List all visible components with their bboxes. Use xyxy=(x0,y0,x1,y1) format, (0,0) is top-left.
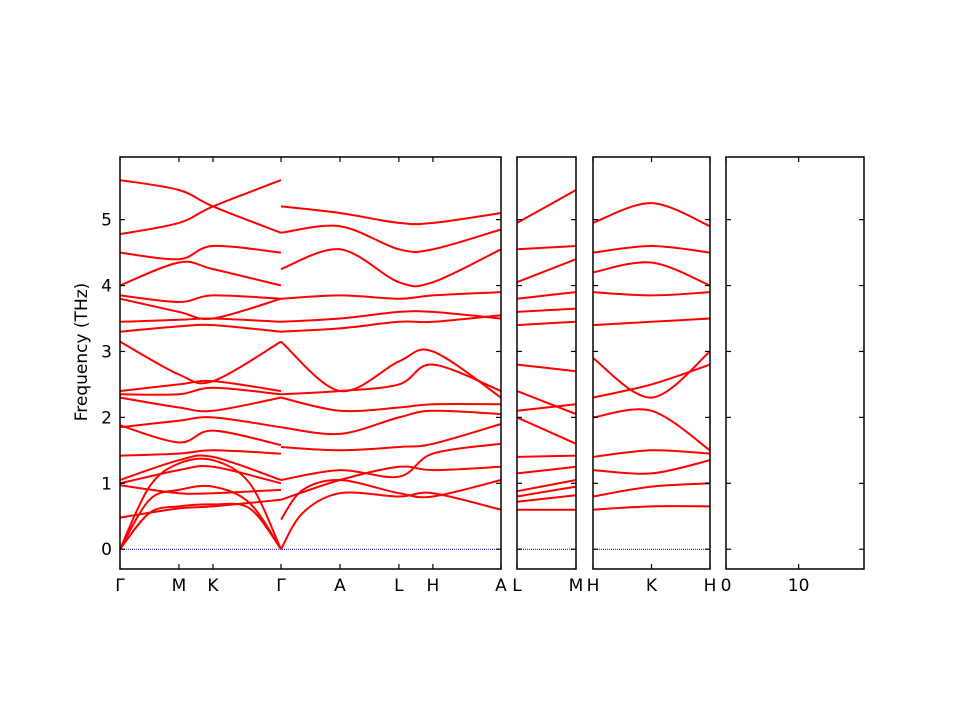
y-tick-label: 2 xyxy=(101,408,112,428)
x-tick-label: A xyxy=(495,576,507,596)
band-line-1-7 xyxy=(516,403,577,412)
band-line-0-9 xyxy=(119,416,282,429)
band-line-0-30 xyxy=(280,340,502,399)
band-line-1-14 xyxy=(516,245,577,251)
band-line-1-13 xyxy=(516,258,577,284)
band-line-0-33 xyxy=(280,291,502,300)
band-line-0-10 xyxy=(119,396,282,413)
band-line-0-27 xyxy=(280,409,502,436)
band-line-0-24 xyxy=(280,465,502,501)
band-line-0-0 xyxy=(119,502,282,550)
x-tick-label: 0 xyxy=(721,576,732,596)
x-tick-label: 10 xyxy=(788,576,810,596)
band-line-0-5 xyxy=(119,465,282,485)
band-line-1-11 xyxy=(516,307,577,313)
band-line-2-3 xyxy=(592,449,711,458)
band-line-0-11 xyxy=(119,386,282,396)
x-tick-label: Γ xyxy=(276,576,286,596)
x-tick-label: H xyxy=(427,576,440,596)
band-line-0-28 xyxy=(280,396,502,413)
band-line-2-11 xyxy=(592,202,711,228)
panel-frame-1 xyxy=(516,156,577,570)
x-tick-label: Γ xyxy=(115,576,125,596)
x-tick-label: K xyxy=(646,576,658,596)
y-tick-label: 3 xyxy=(101,342,112,362)
band-line-0-23 xyxy=(280,478,502,521)
band-line-0-1 xyxy=(119,484,282,550)
band-line-0-35 xyxy=(280,224,502,253)
band-line-0-25 xyxy=(280,442,502,481)
band-line-0-13 xyxy=(119,340,282,385)
band-line-0-29 xyxy=(280,363,502,396)
band-line-1-9 xyxy=(516,363,577,373)
band-line-0-7 xyxy=(119,449,282,457)
band-line-2-7 xyxy=(592,317,711,327)
y-tick-label: 4 xyxy=(101,277,112,297)
panel-frame-0 xyxy=(119,156,502,570)
band-line-0-16 xyxy=(119,297,282,320)
band-line-2-8 xyxy=(592,291,711,297)
band-line-0-6 xyxy=(119,454,282,481)
x-tick-label: K xyxy=(207,576,219,596)
band-line-0-4 xyxy=(119,484,282,495)
y-tick-label: 1 xyxy=(101,474,112,494)
band-line-0-31 xyxy=(280,314,502,333)
band-line-0-34 xyxy=(280,248,502,288)
band-line-1-3 xyxy=(516,479,577,493)
band-line-0-32 xyxy=(280,310,502,323)
x-tick-label: H xyxy=(587,576,600,596)
band-line-1-8 xyxy=(516,390,577,416)
band-line-0-3 xyxy=(119,498,282,519)
band-line-0-14 xyxy=(119,323,282,333)
band-line-2-5 xyxy=(592,363,711,399)
band-line-0-8 xyxy=(119,424,282,447)
y-tick-label: 5 xyxy=(101,211,112,231)
band-line-1-4 xyxy=(516,465,577,475)
band-line-2-6 xyxy=(592,350,711,399)
band-line-1-12 xyxy=(516,291,577,300)
band-line-0-22 xyxy=(280,491,502,550)
band-line-0-36 xyxy=(280,205,502,226)
x-tick-label: L xyxy=(394,576,404,596)
band-line-1-1 xyxy=(516,494,577,503)
band-line-1-6 xyxy=(516,416,577,445)
band-line-2-1 xyxy=(592,482,711,498)
band-line-1-15 xyxy=(516,189,577,224)
x-tick-label: L xyxy=(512,576,522,596)
band-line-0-26 xyxy=(280,423,502,452)
y-axis-label: Frequency (THz) xyxy=(72,283,92,422)
band-line-0-12 xyxy=(119,379,282,392)
band-line-0-18 xyxy=(119,260,282,287)
x-tick-label: H xyxy=(704,576,717,596)
band-line-0-19 xyxy=(119,244,282,261)
band-line-0-21 xyxy=(119,179,282,234)
band-line-0-20 xyxy=(119,179,282,236)
y-tick-label: 0 xyxy=(101,540,112,560)
band-line-1-5 xyxy=(516,454,577,458)
panel-frame-3 xyxy=(725,156,865,570)
band-line-2-9 xyxy=(592,261,711,287)
x-tick-label: A xyxy=(334,576,346,596)
x-tick-label: M xyxy=(569,576,584,596)
band-line-1-2 xyxy=(516,485,577,498)
band-line-2-2 xyxy=(592,459,711,475)
band-line-2-0 xyxy=(592,505,711,511)
x-tick-label: M xyxy=(172,576,187,596)
band-line-2-10 xyxy=(592,244,711,254)
band-line-2-4 xyxy=(592,408,711,452)
band-line-1-10 xyxy=(516,320,577,327)
band-line-0-17 xyxy=(119,294,282,304)
